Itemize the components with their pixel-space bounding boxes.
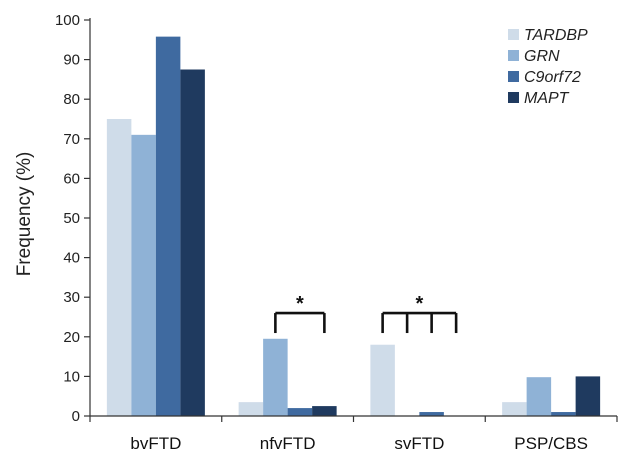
bar-C9orf72-bvFTD [155, 36, 181, 417]
legend-item: GRN [508, 48, 560, 65]
significance-bracket: * [274, 293, 326, 334]
legend-label: MAPT [524, 90, 570, 107]
y-tick-label: 20 [63, 329, 80, 346]
legend-label: TARDBP [524, 27, 588, 44]
legend-swatch [508, 50, 519, 61]
legend-item: TARDBP [508, 27, 588, 44]
bar-C9orf72-nfvFTD [287, 408, 313, 416]
y-tick-label: 10 [63, 368, 80, 385]
y-tick-label: 60 [63, 170, 80, 187]
legend-item: MAPT [508, 90, 570, 107]
legend-swatch [508, 92, 519, 103]
x-category-label: bvFTD [130, 434, 181, 453]
y-axis-title: Frequency (%) [14, 152, 35, 277]
bar-TARDBP-PSP/CBS [502, 402, 527, 416]
significance-bracket: * [381, 293, 458, 334]
x-category-label: PSP/CBS [514, 434, 588, 453]
bar-TARDBP-nfvFTD [238, 402, 264, 416]
bar-MAPT-PSP/CBS [575, 376, 601, 416]
bar-MAPT-nfvFTD [312, 406, 337, 416]
y-tick-label: 30 [63, 289, 80, 306]
x-category-label: nfvFTD [260, 434, 316, 453]
legend-item: C9orf72 [508, 69, 581, 86]
y-tick-label: 80 [63, 91, 80, 108]
legend-swatch [508, 71, 519, 82]
legend-label: GRN [524, 48, 560, 65]
legend-swatch [508, 29, 519, 40]
y-tick-label: 70 [63, 131, 80, 148]
y-tick-label: 100 [55, 12, 80, 29]
bar-TARDBP-svFTD [370, 344, 395, 416]
y-tick-label: 90 [63, 52, 80, 69]
y-tick-label: 0 [72, 408, 80, 425]
bar-GRN-PSP/CBS [526, 377, 552, 416]
bar-C9orf72-svFTD [419, 412, 444, 416]
bar-GRN-nfvFTD [263, 338, 288, 416]
legend-label: C9orf72 [524, 69, 581, 86]
bar-C9orf72-PSP/CBS [551, 412, 576, 416]
significance-marker: * [296, 293, 304, 315]
bar-TARDBP-bvFTD [106, 119, 132, 416]
x-category-label: svFTD [394, 434, 444, 453]
bar-MAPT-bvFTD [180, 69, 205, 416]
significance-marker: * [415, 293, 423, 315]
y-tick-label: 40 [63, 250, 80, 267]
bar-GRN-bvFTD [131, 134, 156, 416]
y-tick-label: 50 [63, 210, 80, 227]
